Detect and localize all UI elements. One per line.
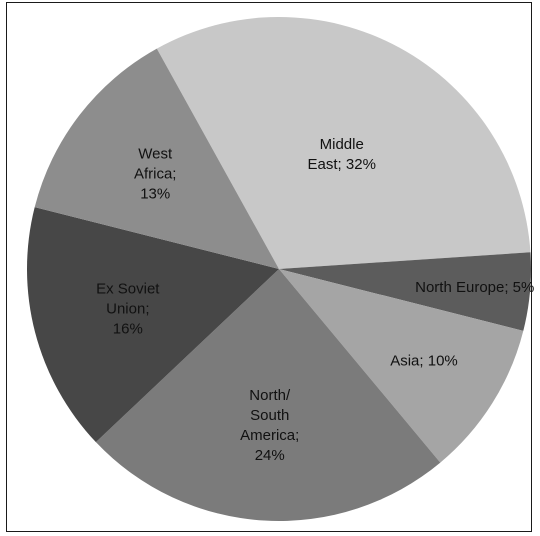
slice-label: North/South America; 24% <box>240 387 299 464</box>
slice-label-line: 24% <box>255 447 285 464</box>
slice-label-line: East; 32% <box>308 156 376 173</box>
chart-frame <box>6 2 532 532</box>
pie-labels: Middle East; 32% North Europe; 5% Asia; 10%… <box>96 136 534 464</box>
slice-label-line: America; <box>240 427 299 444</box>
pie-slice <box>34 48 280 270</box>
slice-label: Ex Soviet Union; 16% <box>96 280 160 337</box>
slice-label-line: Africa; <box>134 166 177 183</box>
slice-label-line: Union; <box>106 300 149 317</box>
slice-label-line: Asia; 10% <box>390 352 458 369</box>
slice-label-line: Ex Soviet <box>96 280 160 297</box>
slice-label-line: North Europe; 5% <box>415 279 534 296</box>
slice-label-line: South <box>250 407 289 424</box>
pie-slices <box>27 16 531 522</box>
slice-label-line: West <box>138 146 173 163</box>
pie-slice <box>279 252 531 331</box>
slice-label: North Europe; 5% <box>415 279 534 296</box>
slice-label: Middle East; 32% <box>308 136 376 173</box>
slice-label-line: 16% <box>113 320 143 337</box>
slice-label-line: Middle <box>320 136 364 153</box>
pie-slice <box>95 269 441 522</box>
pie-slice <box>27 207 279 443</box>
slice-label: West Africa; 13% <box>134 146 177 203</box>
slice-label-line: 13% <box>140 186 170 203</box>
pie-slice <box>156 16 531 269</box>
slice-label-line: North/ <box>249 387 291 404</box>
slice-label: Asia; 10% <box>390 352 458 369</box>
pie-slice <box>279 269 524 463</box>
